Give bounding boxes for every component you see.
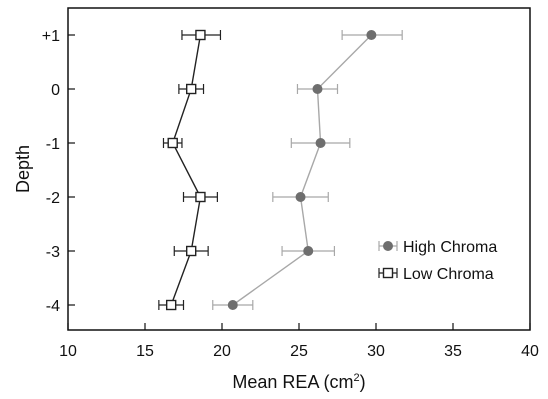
y-tick-label: -4	[46, 298, 60, 315]
series-high-chroma	[212, 30, 403, 310]
y-tick-label: -1	[46, 136, 60, 153]
x-axis: 10 15 20 25 30 35 40	[59, 323, 539, 360]
high-chroma-point	[227, 300, 238, 310]
x-tick-label: 40	[521, 343, 539, 360]
x-axis-title-suffix: )	[360, 372, 366, 392]
low-chroma-line	[170, 34, 202, 306]
high-chroma-point	[295, 192, 306, 202]
low-chroma-point	[167, 137, 178, 149]
series-low-chroma	[158, 29, 222, 311]
x-axis-title-superscript: 2	[353, 372, 359, 384]
y-tick-label: -3	[46, 244, 60, 261]
low-chroma-point	[185, 245, 197, 257]
x-tick-label: 30	[367, 343, 385, 360]
x-axis-title-main: Mean REA (cm	[232, 372, 353, 392]
legend-high-chroma-marker	[383, 241, 393, 251]
y-axis: +1 0 -1 -2 -3 -4	[42, 28, 75, 315]
y-tick-label: +1	[42, 28, 60, 45]
high-chroma-point	[315, 138, 326, 148]
x-axis-title: Mean REA (cm2)	[232, 372, 365, 392]
y-tick-label: 0	[51, 82, 60, 99]
legend: High Chroma Low Chroma	[378, 239, 497, 283]
series-layer	[158, 29, 403, 311]
high-chroma-line	[232, 34, 372, 306]
y-tick-label: -2	[46, 190, 60, 207]
legend-label-high-chroma: High Chroma	[403, 239, 497, 256]
x-tick-label: 25	[290, 343, 308, 360]
low-chroma-point	[195, 191, 206, 203]
high-chroma-point	[312, 84, 323, 94]
x-tick-label: 10	[59, 343, 77, 360]
low-chroma-point	[185, 83, 197, 95]
legend-low-chroma-marker	[382, 267, 394, 279]
x-tick-label: 35	[444, 343, 462, 360]
x-tick-label: 20	[213, 343, 231, 360]
x-tick-label: 15	[136, 343, 154, 360]
low-chroma-point	[195, 29, 206, 41]
high-chroma-point	[366, 30, 377, 40]
legend-label-low-chroma: Low Chroma	[403, 266, 494, 283]
low-chroma-point	[165, 299, 177, 311]
y-axis-title: Depth	[13, 145, 33, 193]
high-chroma-point	[303, 246, 314, 256]
